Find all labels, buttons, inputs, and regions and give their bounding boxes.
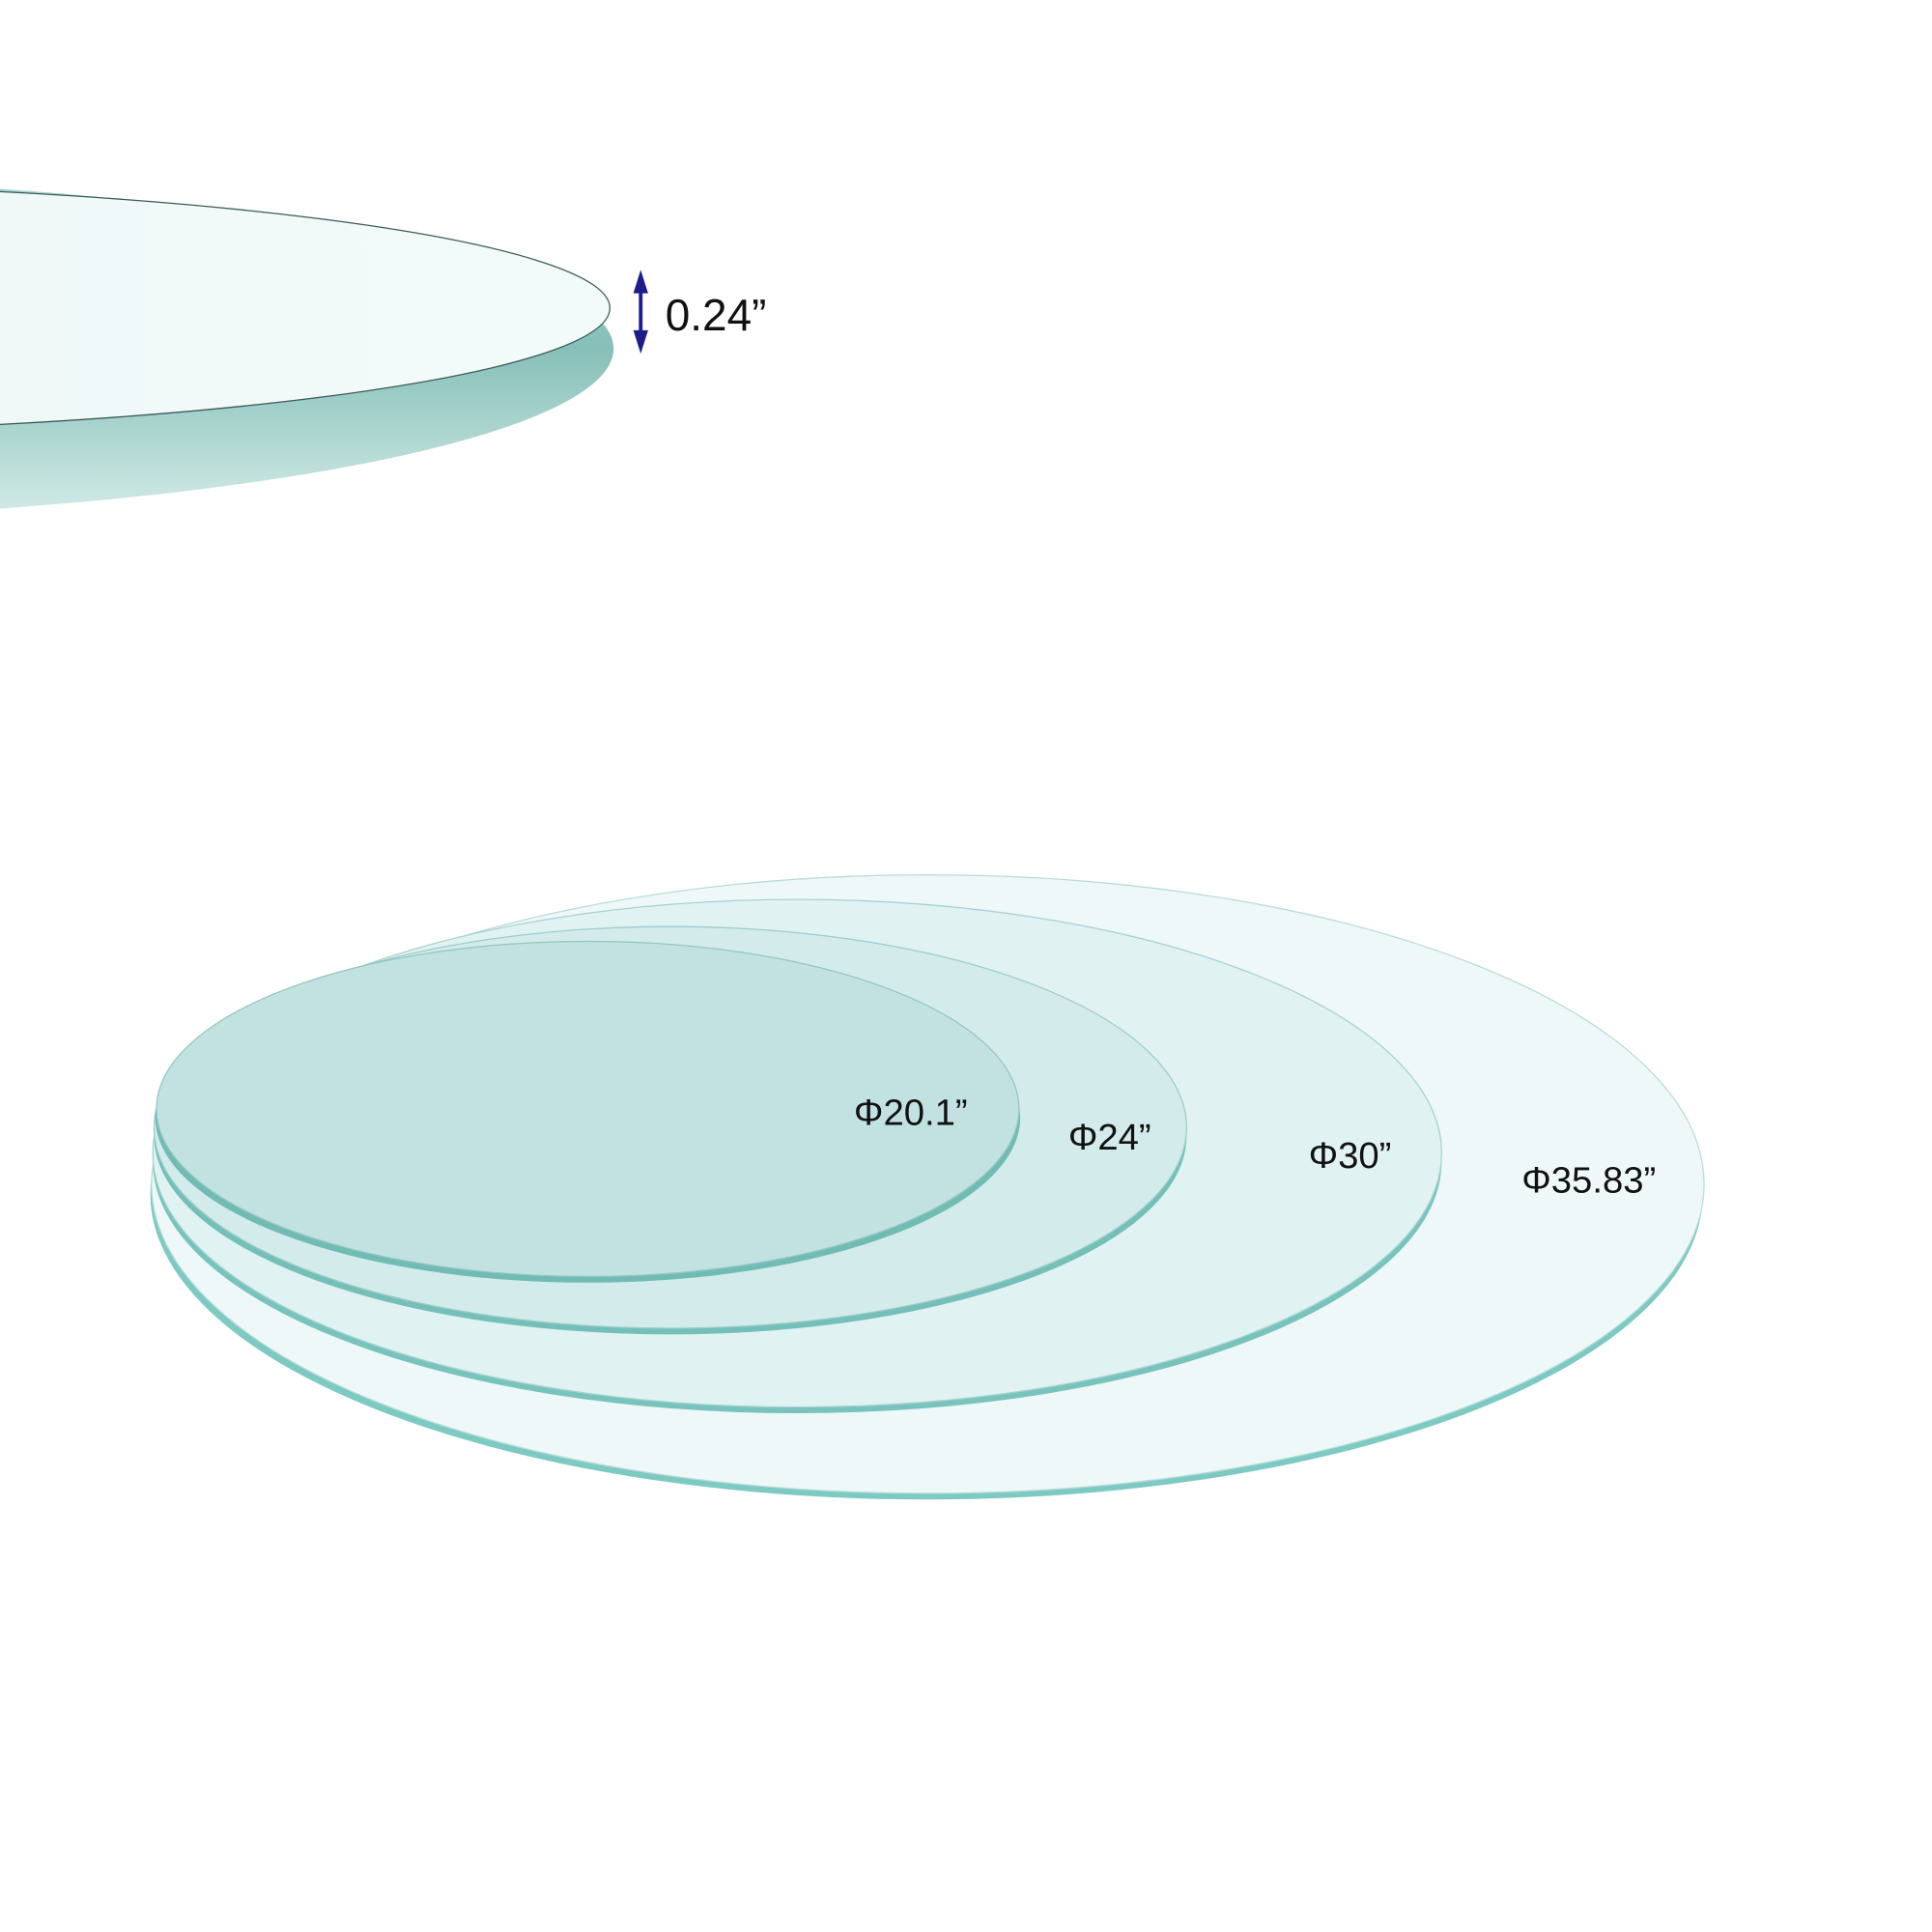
double-arrow-vertical-icon (633, 270, 648, 355)
thickness-label: 0.24” (666, 290, 767, 340)
disc-face (156, 940, 1020, 1278)
glass-top-face (0, 190, 611, 425)
glass-edge-closeup (0, 188, 613, 509)
diameter-label-24: Φ24” (1068, 1117, 1151, 1158)
diameter-label-35-83: Φ35.83” (1521, 1160, 1656, 1202)
diameter-label-20-1: Φ20.1” (854, 1093, 968, 1134)
diameter-label-30: Φ30” (1309, 1135, 1392, 1177)
disc-20-1 (155, 940, 1021, 1283)
